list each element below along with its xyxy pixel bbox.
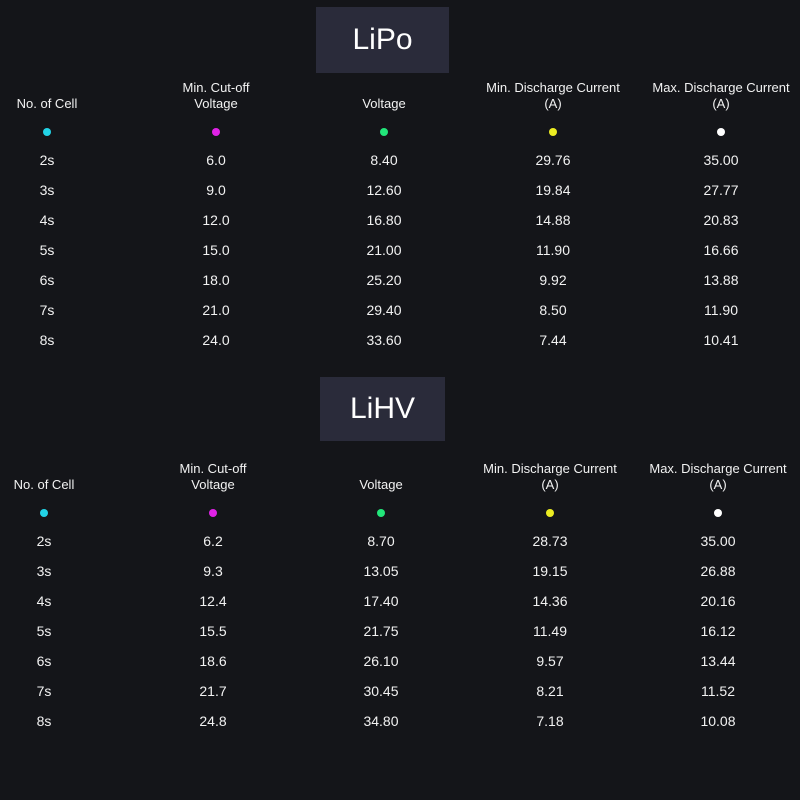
table-cell: 2s <box>39 152 55 168</box>
table-cell: 8.50 <box>539 302 567 318</box>
column-header: No. of Cell <box>16 96 78 111</box>
column-marker-dot <box>212 128 220 136</box>
table-cell: 11.49 <box>533 623 567 639</box>
column-marker-dot <box>209 509 217 517</box>
table-cell: 12.4 <box>199 593 227 609</box>
table-cell: 9.0 <box>206 182 226 198</box>
table-cell: 14.36 <box>532 593 568 609</box>
column-marker-dot <box>549 128 557 136</box>
table-cell: 5s <box>36 623 52 639</box>
table-cell: 9.3 <box>203 563 223 579</box>
column-marker-dot <box>40 509 48 517</box>
table-cell: 18.0 <box>202 272 230 288</box>
table-cell: 6.0 <box>206 152 226 168</box>
table-cell: 8.70 <box>367 533 395 549</box>
table-cell: 7s <box>39 302 55 318</box>
column-header: Min. Discharge Current (A) <box>483 461 617 492</box>
column-header: Max. Discharge Current (A) <box>652 80 790 111</box>
column-marker-dot <box>377 509 385 517</box>
table-cell: 3s <box>39 182 55 198</box>
table-cell: 8s <box>36 713 52 729</box>
table-cell: 27.77 <box>703 182 739 198</box>
table-cell: 13.05 <box>363 563 399 579</box>
table-cell: 29.76 <box>535 152 571 168</box>
column-header: Voltage <box>359 477 403 492</box>
table-cell: 6s <box>39 272 55 288</box>
table-cell: 8.40 <box>370 152 398 168</box>
column-header: Min. Cut-off Voltage <box>182 80 250 111</box>
table-cell: 17.40 <box>363 593 399 609</box>
table-cell: 4s <box>39 212 55 228</box>
table-cell: 16.12 <box>700 623 736 639</box>
table-cell: 30.45 <box>363 683 399 699</box>
table-cell: 3s <box>36 563 52 579</box>
table-cell: 35.00 <box>703 152 739 168</box>
table-cell: 13.44 <box>700 653 736 669</box>
table-cell: 10.08 <box>700 713 736 729</box>
table-cell: 16.66 <box>703 242 739 258</box>
section-title: LiHV <box>320 377 445 441</box>
column-header: Max. Discharge Current (A) <box>649 461 787 492</box>
table-cell: 7.44 <box>539 332 567 348</box>
table-cell: 13.88 <box>703 272 739 288</box>
table-cell: 21.00 <box>366 242 402 258</box>
table-cell: 19.84 <box>535 182 571 198</box>
table-cell: 33.60 <box>366 332 402 348</box>
table-cell: 20.83 <box>703 212 739 228</box>
table-cell: 25.20 <box>366 272 402 288</box>
table-cell: 6s <box>36 653 52 669</box>
table-cell: 19.15 <box>532 563 568 579</box>
table-cell: 9.57 <box>536 653 564 669</box>
table-cell: 18.6 <box>199 653 227 669</box>
table-cell: 21.7 <box>199 683 227 699</box>
section-title: LiPo <box>316 7 449 73</box>
table-cell: 16.80 <box>366 212 402 228</box>
column-marker-dot <box>546 509 554 517</box>
table-cell: 14.88 <box>535 212 571 228</box>
column-marker-dot <box>717 128 725 136</box>
table-cell: 7s <box>36 683 52 699</box>
table-cell: 35.00 <box>700 533 736 549</box>
table-cell: 2s <box>36 533 52 549</box>
table-cell: 7.18 <box>536 713 564 729</box>
table-cell: 21.75 <box>363 623 399 639</box>
table-cell: 12.60 <box>366 182 402 198</box>
table-cell: 20.16 <box>700 593 736 609</box>
table-cell: 11.90 <box>704 302 738 318</box>
table-cell: 11.90 <box>536 242 570 258</box>
table-cell: 11.52 <box>701 683 735 699</box>
column-marker-dot <box>714 509 722 517</box>
table-cell: 8.21 <box>536 683 564 699</box>
table-cell: 24.0 <box>202 332 230 348</box>
table-cell: 5s <box>39 242 55 258</box>
table-cell: 15.5 <box>199 623 227 639</box>
column-header: No. of Cell <box>13 477 75 492</box>
table-cell: 8s <box>39 332 55 348</box>
column-header: Voltage <box>362 96 406 111</box>
column-marker-dot <box>380 128 388 136</box>
column-header: Min. Discharge Current (A) <box>486 80 620 111</box>
table-cell: 9.92 <box>539 272 567 288</box>
column-header: Min. Cut-off Voltage <box>179 461 247 492</box>
table-cell: 21.0 <box>202 302 230 318</box>
table-cell: 26.88 <box>700 563 736 579</box>
table-cell: 34.80 <box>363 713 399 729</box>
column-marker-dot <box>43 128 51 136</box>
table-cell: 15.0 <box>202 242 230 258</box>
table-cell: 12.0 <box>202 212 230 228</box>
table-cell: 28.73 <box>532 533 568 549</box>
table-cell: 4s <box>36 593 52 609</box>
table-cell: 10.41 <box>703 332 739 348</box>
table-cell: 29.40 <box>366 302 402 318</box>
table-cell: 24.8 <box>199 713 227 729</box>
table-cell: 6.2 <box>203 533 223 549</box>
table-cell: 26.10 <box>363 653 399 669</box>
